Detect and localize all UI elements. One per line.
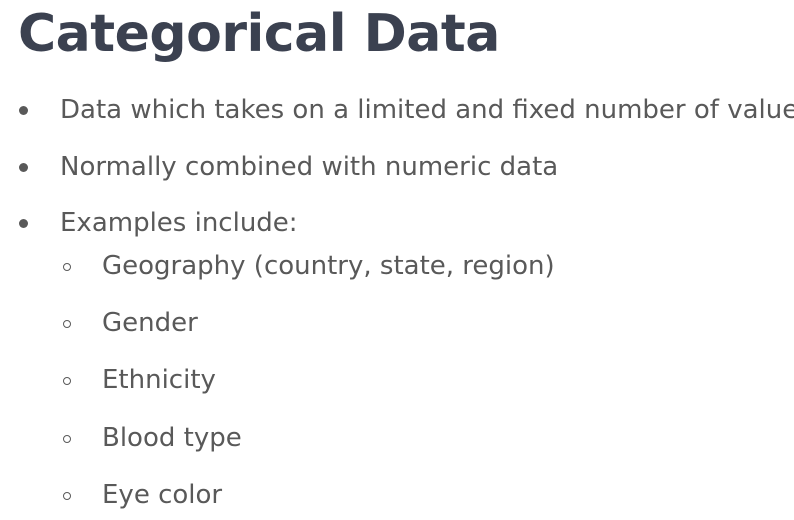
bullet-item: Data which takes on a limited and fixed …	[60, 95, 794, 125]
circle-bullet-icon	[63, 377, 71, 385]
bullet-item: Examples include:	[60, 208, 298, 238]
circle-bullet-icon	[63, 320, 71, 328]
sub-bullet-item: Eye color	[102, 480, 223, 510]
circle-bullet-icon	[63, 435, 71, 443]
slide-title: Categorical Data	[18, 4, 500, 64]
sub-bullet-item: Gender	[102, 308, 198, 338]
bullet-item: Normally combined with numeric data	[60, 152, 559, 182]
circle-bullet-icon	[63, 492, 71, 500]
sub-bullet-item: Geography (country, state, region)	[102, 251, 555, 281]
disc-bullet-icon	[19, 163, 28, 172]
disc-bullet-icon	[19, 219, 28, 228]
circle-bullet-icon	[63, 263, 71, 271]
sub-bullet-item: Blood type	[102, 423, 242, 453]
sub-bullet-item: Ethnicity	[102, 365, 216, 395]
disc-bullet-icon	[19, 106, 28, 115]
